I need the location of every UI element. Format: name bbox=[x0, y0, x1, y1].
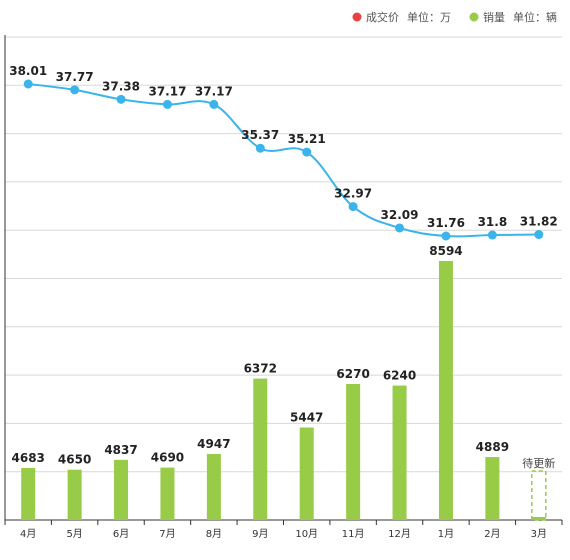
price-data-label: 35.37 bbox=[241, 128, 279, 142]
sales-data-label: 6372 bbox=[244, 362, 277, 376]
price-point bbox=[441, 231, 451, 241]
price-data-label: 37.77 bbox=[56, 70, 94, 84]
sales-bar bbox=[206, 453, 221, 520]
sales-data-label: 5447 bbox=[290, 411, 323, 425]
price-point bbox=[23, 79, 33, 89]
price-data-label: 32.97 bbox=[334, 187, 372, 201]
sales-bar bbox=[21, 467, 36, 520]
price-point bbox=[162, 99, 172, 109]
sales-bar bbox=[438, 260, 453, 520]
x-tick-label: 9月 bbox=[252, 528, 268, 540]
price-point bbox=[487, 230, 497, 240]
sales-data-label: 4690 bbox=[151, 451, 184, 465]
x-tick-label: 6月 bbox=[113, 528, 129, 540]
legend-price-marker bbox=[352, 12, 362, 22]
x-tick-label: 8月 bbox=[206, 528, 222, 540]
x-tick-label: 11月 bbox=[342, 528, 365, 540]
x-tick-label: 7月 bbox=[159, 528, 175, 540]
price-point bbox=[348, 202, 358, 212]
sales-data-label: 6270 bbox=[336, 367, 369, 381]
price-line-group: 38.01 37.77 37.38 37.17 37.17 35.37 35.21 32.97… bbox=[9, 64, 558, 241]
price-point bbox=[70, 85, 80, 95]
pending-bar-outline bbox=[531, 470, 547, 521]
x-tick-label: 10月 bbox=[295, 528, 318, 540]
legend-sales-unit: 单位：辆 bbox=[513, 10, 557, 24]
price-data-label: 37.38 bbox=[102, 79, 140, 93]
gridlines bbox=[5, 36, 562, 473]
sales-bar bbox=[485, 457, 500, 520]
legend-sales-marker bbox=[469, 12, 479, 22]
price-data-label: 35.21 bbox=[288, 132, 326, 146]
x-tick-label: 5月 bbox=[66, 528, 82, 540]
price-data-label: 32.09 bbox=[381, 208, 419, 222]
sales-bar bbox=[392, 385, 407, 520]
sales-bar bbox=[253, 378, 268, 520]
price-point bbox=[209, 99, 219, 109]
price-data-label: 37.17 bbox=[148, 84, 186, 98]
price-point bbox=[395, 223, 405, 233]
pending-label: 待更新 bbox=[522, 456, 555, 470]
sales-bar bbox=[346, 383, 361, 520]
sales-bar bbox=[114, 459, 129, 520]
legend-sales-name: 销量 bbox=[483, 10, 505, 24]
sales-data-label: 4837 bbox=[104, 443, 137, 457]
price-data-label: 37.17 bbox=[195, 84, 233, 98]
x-tick-label: 3月 bbox=[531, 528, 547, 540]
legend-price-name: 成交价 bbox=[366, 10, 399, 24]
price-point bbox=[534, 230, 544, 240]
price-point bbox=[302, 147, 312, 157]
legend: 成交价 单位：万 销量 单位：辆 bbox=[352, 10, 557, 24]
price-data-label: 38.01 bbox=[9, 64, 47, 78]
legend-price-unit: 单位：万 bbox=[407, 10, 451, 24]
sales-bars: 4683 4650 4837 4690 4947 6372 5447 6270 6240 8594… bbox=[12, 244, 509, 520]
sales-data-label: 6240 bbox=[383, 369, 416, 383]
x-tick-label: 12月 bbox=[388, 528, 411, 540]
sales-bar bbox=[299, 427, 314, 520]
price-data-label: 31.76 bbox=[427, 216, 465, 230]
sales-data-label: 4683 bbox=[12, 451, 45, 465]
sales-data-label: 4889 bbox=[476, 440, 509, 454]
x-tick-labels: 4月 5月 6月 7月 8月 9月 10月 11月 12月 1月 2月 3月 bbox=[4, 520, 563, 540]
price-point bbox=[116, 94, 126, 104]
price-data-label: 31.8 bbox=[478, 215, 508, 229]
pending-group: 待更新 bbox=[522, 456, 555, 521]
x-tick-label: 2月 bbox=[484, 528, 500, 540]
x-tick-label: 1月 bbox=[438, 528, 454, 540]
price-data-label: 31.82 bbox=[520, 215, 558, 229]
sales-data-label: 4947 bbox=[197, 437, 230, 451]
sales-data-label: 8594 bbox=[429, 244, 462, 258]
sales-bar bbox=[67, 469, 82, 520]
sales-bar bbox=[160, 467, 175, 520]
price-line bbox=[28, 83, 539, 238]
x-tick-label: 4月 bbox=[20, 528, 36, 540]
sales-data-label: 4650 bbox=[58, 453, 91, 467]
price-point bbox=[255, 143, 265, 153]
pending-bar-base bbox=[531, 517, 546, 520]
